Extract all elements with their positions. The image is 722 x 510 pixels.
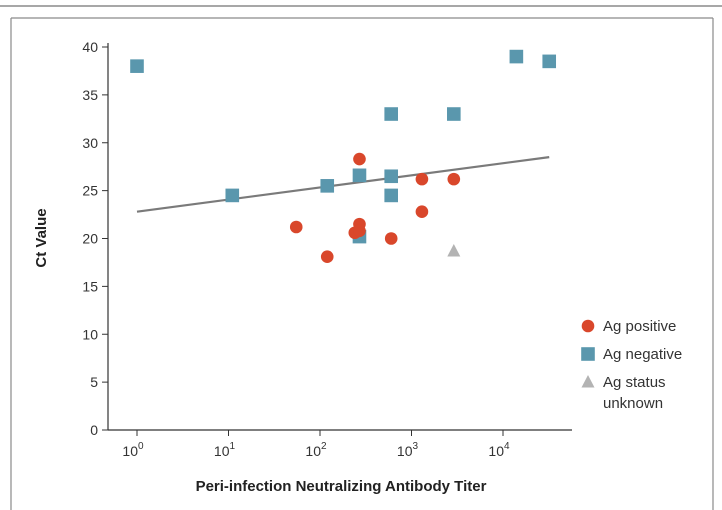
data-point-square xyxy=(384,107,399,121)
y-axis-title: Ct Value xyxy=(33,208,50,267)
data-point-square xyxy=(225,188,240,203)
y-tick-label: 30 xyxy=(82,135,98,151)
x-axis-title: Peri-infection Neutralizing Antibody Tit… xyxy=(196,478,487,495)
data-point-circle xyxy=(353,224,366,238)
data-point-circle xyxy=(320,250,334,263)
data-point-circle xyxy=(415,205,429,218)
y-tick-label: 40 xyxy=(82,39,98,55)
legend-marker-triangle xyxy=(581,375,595,388)
legend: Ag positive Ag negative Ag status unknown xyxy=(581,318,682,412)
data-point-square xyxy=(384,188,399,203)
x-tick-label: 104 xyxy=(488,441,510,459)
y-tick-label: 15 xyxy=(82,278,98,294)
y-tick-label: 5 xyxy=(90,374,98,390)
data-point-square xyxy=(352,168,367,183)
data-point-circle xyxy=(353,152,366,166)
x-tick-label: 101 xyxy=(214,441,236,459)
legend-marker-circle xyxy=(581,319,595,333)
data-point-square xyxy=(130,59,144,73)
x-tick-label: 100 xyxy=(122,441,144,459)
data-point-circle xyxy=(447,172,461,186)
data-point-triangle xyxy=(447,243,461,257)
x-tick-label: 102 xyxy=(305,441,327,459)
data-point-square xyxy=(320,179,335,193)
y-tick-label: 0 xyxy=(90,422,98,438)
legend-label: Ag negative xyxy=(603,346,682,363)
y-tick-label: 25 xyxy=(82,183,98,199)
data-point-square xyxy=(542,54,557,69)
data-point-circle xyxy=(415,172,429,186)
data-point-square xyxy=(447,107,461,121)
y-tick-label: 10 xyxy=(82,326,98,342)
legend-label: Ag status unknown xyxy=(603,374,666,412)
y-tick-label: 20 xyxy=(82,231,98,247)
trend-line xyxy=(136,156,550,213)
x-tick-label: 103 xyxy=(397,441,419,459)
data-point-circle xyxy=(289,220,303,234)
data-point-square xyxy=(384,169,399,184)
data-point-square xyxy=(509,49,524,64)
data-point-circle xyxy=(384,232,398,245)
plot-area: 0 5 10 15 20 25 30 35 40 100 101 102 103 104 xyxy=(82,39,572,459)
y-tick-label: 35 xyxy=(82,87,98,103)
legend-label: Ag positive xyxy=(603,318,676,335)
legend-marker-square xyxy=(581,347,595,361)
